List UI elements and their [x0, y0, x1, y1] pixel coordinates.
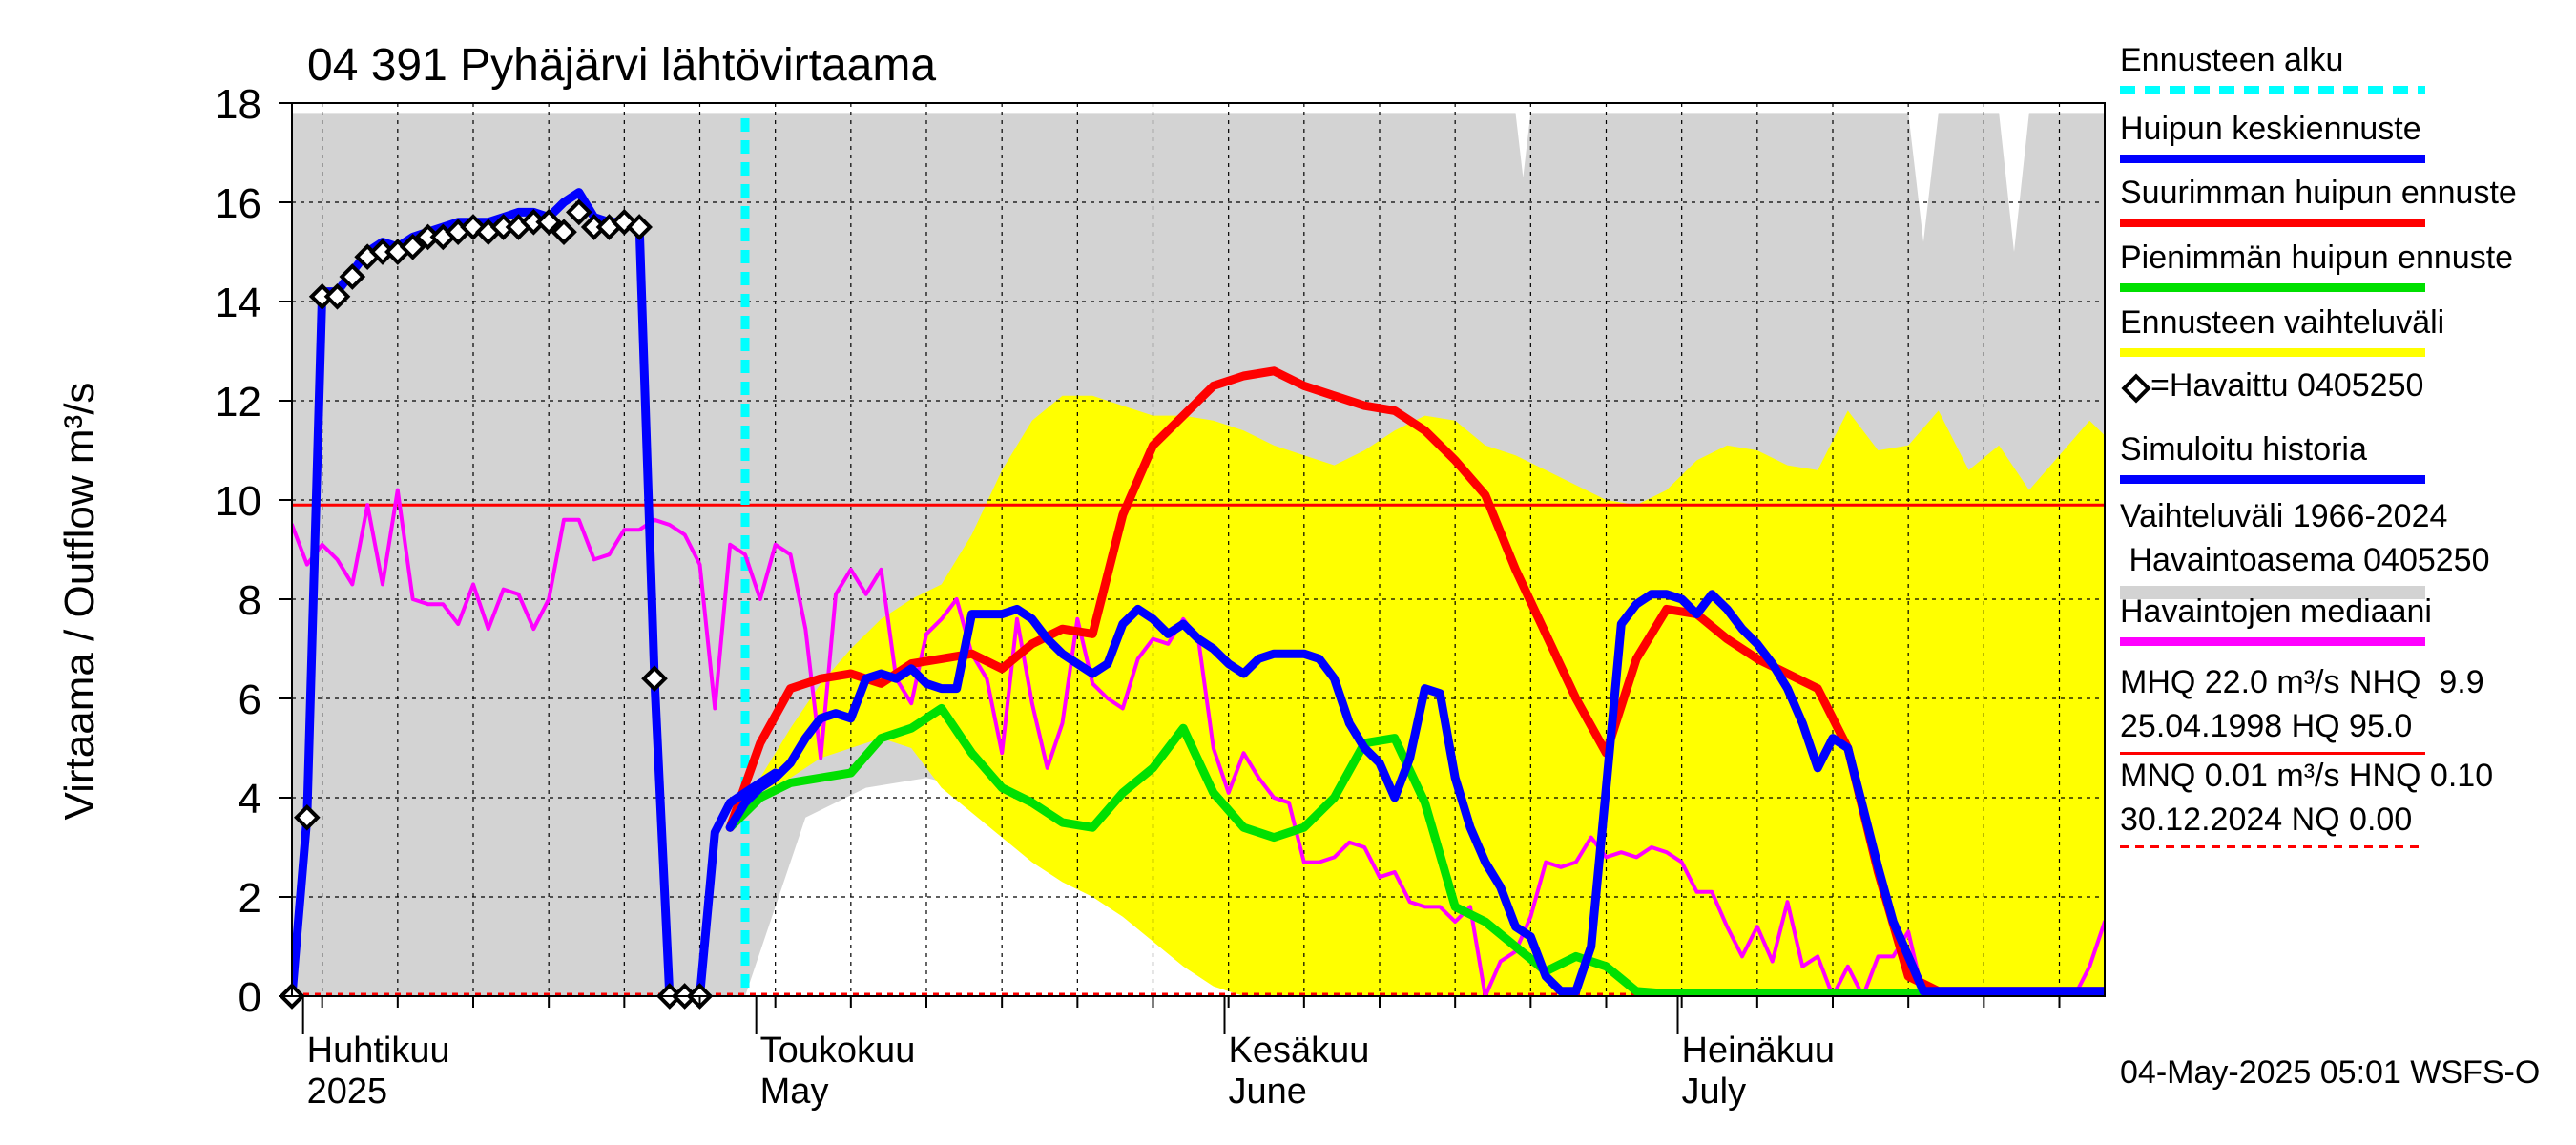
legend-swatch: [2120, 86, 2425, 94]
legend-label: Ennusteen alku: [2120, 42, 2344, 78]
month-label-fi: Heinäkuu: [1682, 1030, 1836, 1071]
mean-peak-forecast-line: [725, 590, 2105, 996]
y-tick-label: 2: [239, 875, 261, 922]
y-tick-label: 18: [215, 81, 261, 128]
month-label-fi: Toukokuu: [760, 1030, 916, 1071]
month-label-en: 2025: [307, 1072, 388, 1112]
month-label-en: July: [1682, 1072, 1747, 1112]
y-tick-label: 4: [239, 776, 261, 822]
min-peak-forecast-line: [725, 703, 2105, 996]
observed-point: [323, 282, 351, 310]
observed-point: [626, 214, 653, 240]
month-label-fi: Kesäkuu: [1229, 1030, 1370, 1071]
plot-frame: [291, 102, 2106, 997]
forecast-band: [730, 395, 2105, 996]
legend-label: Ennusteen vaihteluväli: [2120, 304, 2445, 341]
y-tick-label: 16: [215, 180, 261, 227]
chart-title: 04 391 Pyhäjärvi lähtövirtaama: [307, 40, 936, 91]
y-tick-label: 8: [239, 577, 261, 624]
y-tick-label: 0: [239, 974, 261, 1021]
observed-point: [551, 219, 577, 246]
legend-label: Vaihteluväli 1966-2024 Havaintoasema 040…: [2120, 498, 2490, 578]
observed-point: [566, 198, 592, 226]
legend-swatch: [2120, 155, 2425, 163]
legend-label: MNQ 0.01 m³/s HNQ 0.10 30.12.2024 NQ 0.0…: [2120, 758, 2494, 838]
y-axis-label: Virtaama / Outflow m³/s: [56, 383, 103, 821]
legend-label: Havaintojen mediaani: [2120, 593, 2432, 630]
grid-layer: [292, 103, 2105, 996]
bands-layer: [292, 113, 2105, 996]
observed-point: [641, 665, 668, 693]
series-layer: [292, 118, 2105, 996]
legend-swatch: [2120, 845, 2425, 848]
legend-label: Pienimmän huipun ennuste: [2120, 239, 2514, 276]
observed-point: [294, 803, 321, 831]
y-tick-label: 12: [215, 379, 261, 426]
legend-swatch: [2120, 637, 2425, 646]
y-tick-label: 6: [239, 677, 261, 723]
legend-swatch: [2120, 283, 2425, 292]
observed-point: [535, 208, 562, 236]
legend-label: Suurimman huipun ennuste: [2120, 175, 2517, 211]
legend-label: MHQ 22.0 m³/s NHQ 9.9 25.04.1998 HQ 95.0: [2120, 664, 2484, 744]
observed-point: [339, 263, 366, 290]
month-label-en: June: [1229, 1072, 1307, 1112]
markers-layer: [279, 198, 714, 1010]
legend-label: Simuloitu historia: [2120, 431, 2367, 468]
legend-swatch: [2120, 586, 2425, 599]
month-label-fi: Huhtikuu: [307, 1030, 450, 1071]
legend-swatch: [2120, 475, 2425, 484]
legend-label: Huipun keskiennuste: [2120, 111, 2421, 147]
legend-label: =Havaittu 0405250: [2150, 367, 2424, 404]
legend-swatch: [2120, 219, 2425, 227]
legend-swatch: [2120, 348, 2425, 357]
timestamp-footer: 04-May-2025 05:01 WSFS-O: [2120, 1054, 2541, 1091]
observed-point: [399, 233, 426, 260]
month-label-en: May: [760, 1072, 829, 1112]
y-tick-label: 14: [215, 280, 261, 326]
legend-swatch: [2120, 752, 2425, 755]
y-tick-label: 10: [215, 478, 261, 525]
